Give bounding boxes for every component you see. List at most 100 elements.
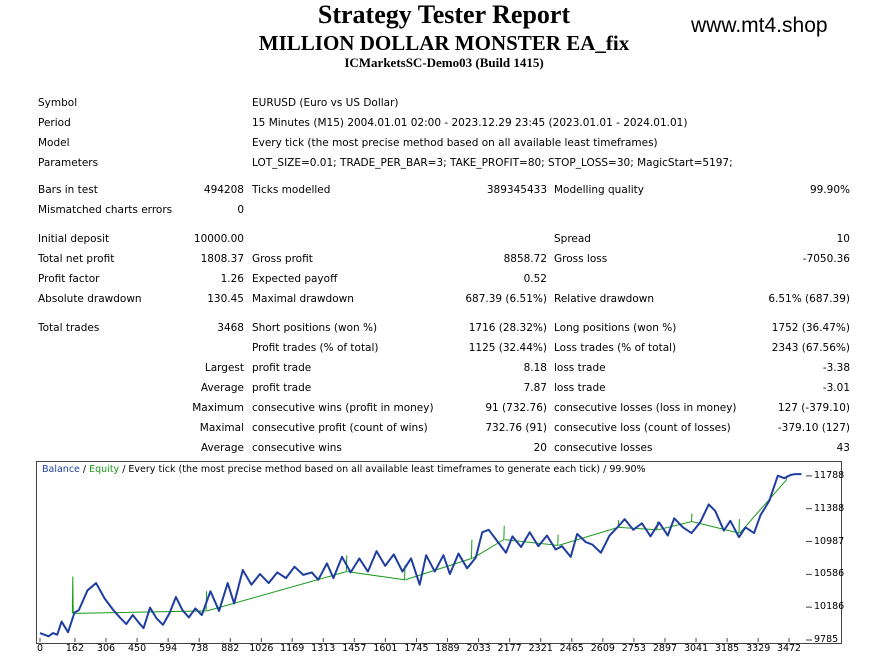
maximal-cons-profit-value: 732.76 (91) [485, 422, 547, 434]
parameters-label: Parameters [38, 157, 99, 169]
avg-cons-wins-value: 20 [533, 442, 547, 454]
x-tick-label: 2753 [621, 643, 646, 654]
equity-series-line [347, 565, 406, 581]
y-tick-label: 11388 [814, 502, 845, 514]
average-label: Average [200, 382, 244, 394]
x-tick-label: 2177 [497, 643, 522, 654]
x-tick-label: 306 [96, 643, 116, 654]
average-loss-value: -3.01 [822, 382, 850, 394]
profit-trades-label: Profit trades (% of total) [252, 342, 379, 354]
total-trades-label: Total trades [38, 322, 100, 334]
expected-payoff-value: 0.52 [523, 273, 547, 285]
spread-label: Spread [554, 233, 591, 245]
ticks-value: 389345433 [486, 184, 547, 196]
mismatched-value: 0 [237, 204, 244, 216]
avg-cons-losses-label: consecutive losses [554, 442, 653, 454]
symbol-value: EURUSD (Euro vs US Dollar) [252, 97, 399, 109]
site-link[interactable]: www.mt4.shop [691, 14, 828, 37]
legend-equity: Equity [89, 464, 120, 475]
x-tick-label: 1169 [280, 643, 305, 654]
gross-loss-label: Gross loss [554, 253, 608, 265]
equity-series-line [206, 555, 348, 612]
x-tick-label: 3329 [746, 643, 771, 654]
long-value: 1752 (36.47%) [771, 322, 850, 334]
max-drawdown-value: 687.39 (6.51%) [465, 293, 547, 305]
equity-series-line [73, 591, 208, 614]
report-title: Strategy Tester Report [317, 0, 571, 29]
maximum-label: Maximum [192, 402, 244, 414]
profit-trades-value: 1125 (32.44%) [468, 342, 547, 354]
gross-profit-label: Gross profit [252, 253, 313, 265]
largest-loss-value: -3.38 [822, 362, 850, 374]
model-value: Every tick (the most precise method base… [252, 137, 658, 149]
initial-deposit-label: Initial deposit [38, 233, 110, 245]
legend-sep: / [79, 464, 90, 475]
x-tick-label: 1313 [311, 643, 336, 654]
largest-profit-label: profit trade [252, 362, 312, 374]
average-profit-value: 7.87 [523, 382, 547, 394]
x-tick-label: 3185 [715, 643, 740, 654]
maximal-cons-profit-label: consecutive profit (count of wins) [252, 422, 428, 434]
abs-drawdown-label: Absolute drawdown [38, 293, 142, 305]
x-tick-label: 162 [65, 643, 85, 654]
spread-value: 10 [836, 233, 850, 245]
model-label: Model [38, 137, 70, 149]
total-trades-value: 3468 [217, 322, 244, 334]
x-tick-label: 882 [221, 643, 240, 654]
long-label: Long positions (won %) [554, 322, 677, 334]
y-tick-label: 9785 [814, 634, 839, 645]
equity-series-line [71, 576, 74, 614]
y-tick-label: 10987 [814, 535, 845, 547]
average-profit-label: profit trade [252, 382, 312, 394]
x-tick-label: 1745 [404, 643, 429, 654]
rel-drawdown-value: 6.51% (687.39) [768, 293, 850, 305]
max-cons-wins-value: 91 (732.76) [485, 402, 547, 414]
y-tick-label: 10586 [814, 568, 845, 580]
ticks-label: Ticks modelled [252, 184, 331, 196]
loss-trades-value: 2343 (67.56%) [771, 342, 850, 354]
equity-series-line [504, 534, 559, 546]
quality-label: Modelling quality [554, 184, 644, 196]
x-tick-label: 450 [128, 643, 147, 654]
avg-cons-losses-value: 43 [836, 442, 850, 454]
balance-series-line [39, 473, 802, 638]
equity-series-line [558, 519, 620, 546]
expert-name: MILLION DOLLAR MONSTER EA_fix [258, 31, 630, 55]
x-tick-label: 2609 [590, 643, 615, 654]
x-tick-label: 0 [36, 643, 44, 654]
net-profit-value: 1808.37 [200, 253, 244, 265]
y-tick-label: 11788 [814, 469, 845, 481]
x-tick-label: 1601 [373, 643, 398, 654]
max-cons-losses-label: consecutive losses (loss in money) [554, 402, 737, 414]
rel-drawdown-label: Relative drawdown [554, 293, 655, 305]
avg-cons-wins-label: consecutive wins [252, 442, 342, 454]
equity-series-line [657, 513, 693, 531]
short-label: Short positions (won %) [252, 322, 378, 334]
chart-legend: Balance / Equity / Every tick (the most … [42, 464, 646, 476]
report-table: Symbol EURUSD (Euro vs US Dollar) Period… [38, 97, 850, 454]
x-tick-label: 1889 [435, 643, 460, 654]
equity-series-line [739, 475, 788, 534]
net-profit-label: Total net profit [38, 253, 115, 265]
x-tick-label: 2897 [652, 643, 678, 654]
period-label: Period [38, 117, 71, 129]
equity-series-line [405, 539, 473, 581]
average-loss-label: loss trade [554, 382, 606, 394]
max-cons-losses-value: 127 (-379.10) [777, 402, 850, 414]
legend-rest: / Every tick (the most precise method ba… [119, 464, 646, 475]
max-cons-wins-label: consecutive wins (profit in money) [252, 402, 434, 414]
x-tick-label: 2321 [528, 643, 553, 654]
x-tick-label: 2033 [466, 643, 491, 654]
max-drawdown-label: Maximal drawdown [252, 293, 354, 305]
gross-profit-value: 8858.72 [503, 253, 547, 265]
largest-loss-label: loss trade [554, 362, 606, 374]
x-tick-label: 3041 [683, 643, 709, 654]
x-tick-label: 3472 [776, 643, 802, 654]
loss-trades-label: Loss trades (% of total) [554, 342, 677, 354]
x-tick-label: 2465 [559, 643, 584, 654]
profit-factor-value: 1.26 [220, 273, 244, 285]
x-tick-label: 594 [159, 643, 178, 654]
equity-series-line [692, 519, 740, 534]
expected-payoff-label: Expected payoff [252, 273, 338, 285]
mismatched-label: Mismatched charts errors [38, 204, 173, 216]
